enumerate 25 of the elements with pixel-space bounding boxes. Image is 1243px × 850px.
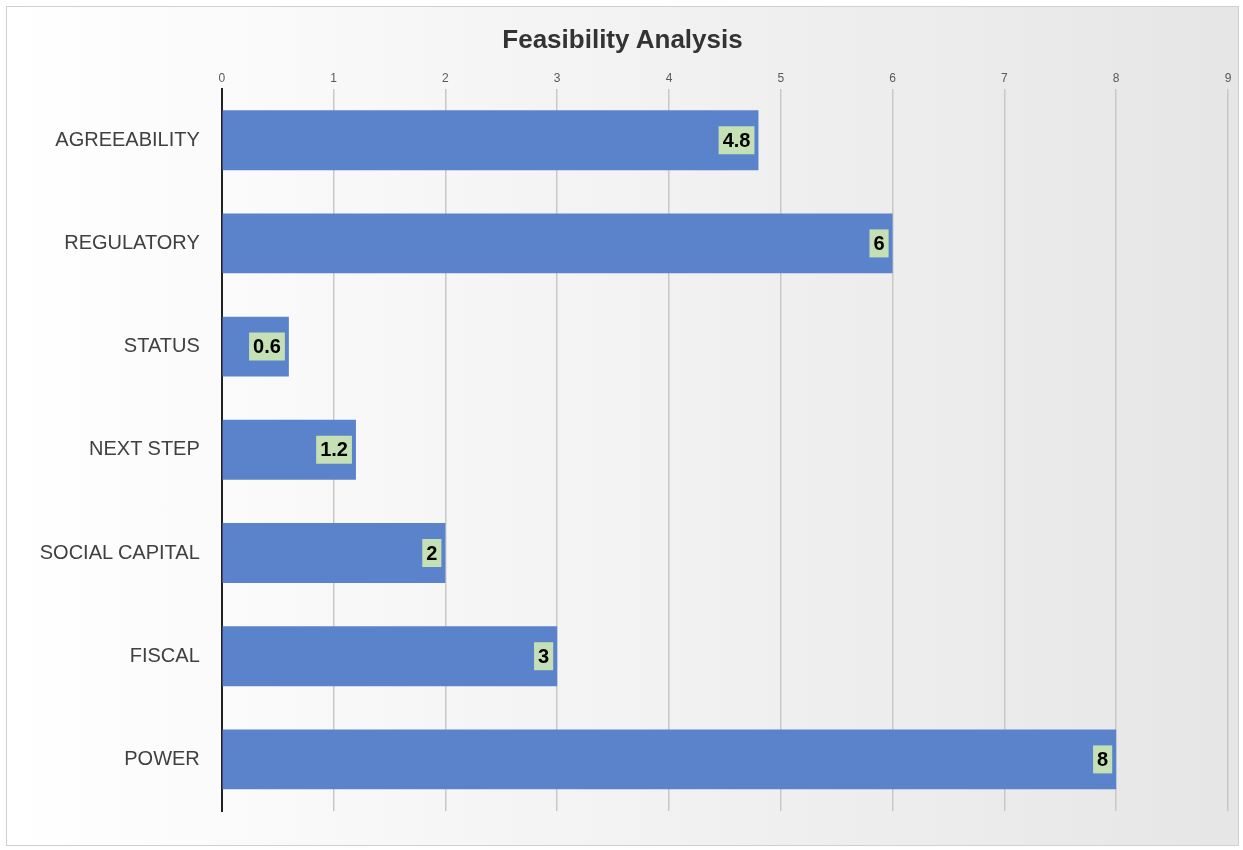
data-label: 6 — [873, 231, 885, 254]
chart-title: Feasibility Analysis — [502, 23, 743, 54]
data-label: 8 — [1097, 747, 1109, 770]
y-tick-label: SOCIAL CAPITAL — [39, 540, 200, 563]
x-tick-label: 0 — [218, 70, 226, 85]
data-label: 3 — [538, 644, 550, 667]
y-tick-label: POWER — [124, 746, 200, 769]
x-tick-label: 3 — [553, 70, 561, 85]
x-tick-label: 7 — [1001, 70, 1009, 85]
x-tick-label: 9 — [1224, 70, 1232, 85]
x-tick-label: 6 — [889, 70, 897, 85]
data-label: 0.6 — [253, 335, 281, 358]
y-tick-label: NEXT STEP — [89, 437, 200, 460]
x-tick-label: 2 — [442, 70, 450, 85]
y-tick-label: STATUS — [123, 334, 200, 357]
data-label: 1.2 — [320, 438, 348, 461]
y-tick-label: REGULATORY — [64, 230, 200, 253]
x-tick-label: 1 — [330, 70, 338, 85]
data-label: 2 — [426, 541, 438, 564]
data-label: 4.8 — [722, 128, 751, 151]
x-tick-label: 4 — [665, 70, 673, 85]
x-tick-label: 5 — [777, 70, 785, 85]
y-tick-label: AGREEABILITY — [55, 127, 200, 150]
x-tick-label: 8 — [1112, 70, 1120, 85]
y-tick-label: FISCAL — [129, 643, 200, 666]
